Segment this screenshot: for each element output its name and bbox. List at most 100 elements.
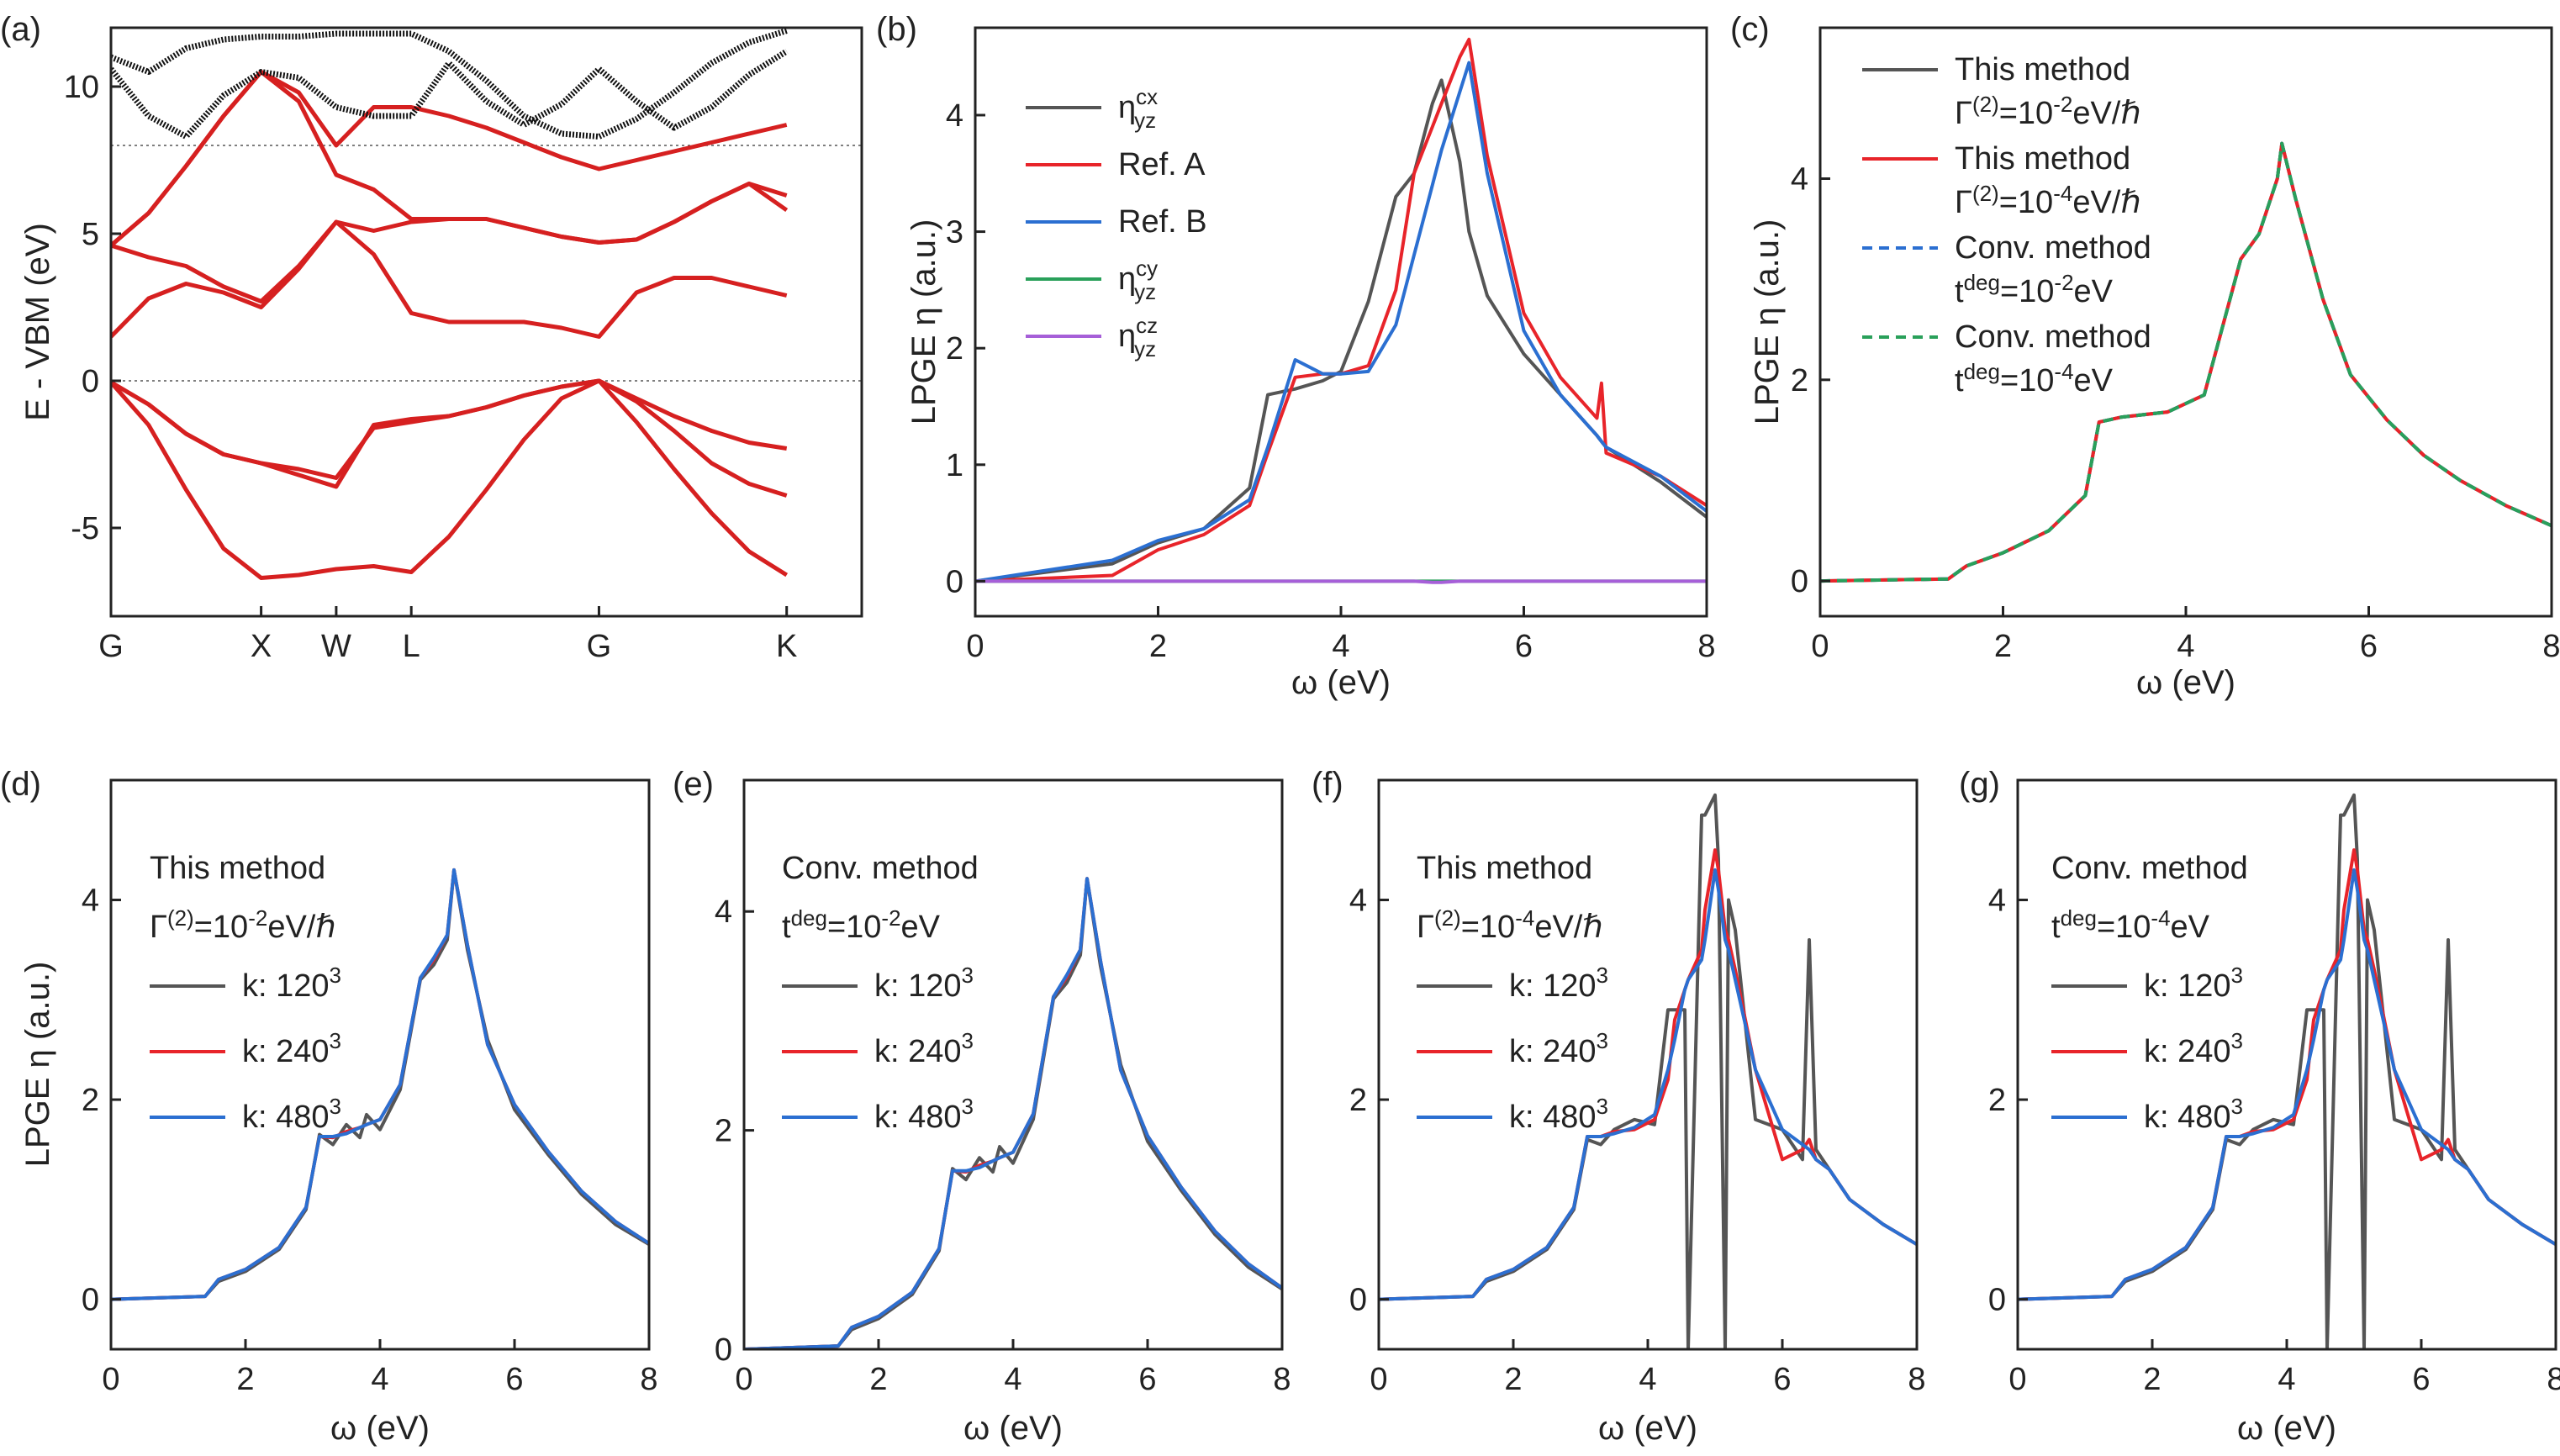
y-tick-label: 2 bbox=[1791, 363, 1808, 398]
legend-entry-parameter: Γ(2)=10-2eV/ℏ bbox=[1955, 92, 2140, 131]
panel-g: (g) 0 2 4 0 2 4 6 8 ω (eV) Conv. method tdeg=10-4eV… bbox=[1959, 766, 2560, 1447]
legend-entry: ηcx yz bbox=[1118, 84, 1158, 133]
x-tick-label: 8 bbox=[640, 1362, 657, 1397]
x-tick-label: 4 bbox=[371, 1362, 388, 1397]
series-group bbox=[2018, 793, 2556, 1349]
x-tick-label: 2 bbox=[236, 1362, 254, 1397]
series-line bbox=[111, 70, 789, 247]
x-tick-label: 8 bbox=[2542, 629, 2560, 664]
x-tick-label: 6 bbox=[1515, 629, 1533, 664]
y-tick-label: 0 bbox=[715, 1332, 732, 1368]
x-tick-label: 4 bbox=[1332, 629, 1349, 664]
panel-f: (f) 0 2 4 0 2 4 6 8 ω (eV) This method Γ(2)=10-4eV/… bbox=[1312, 766, 1926, 1447]
y-tick-label: 5 bbox=[82, 217, 99, 252]
series-line bbox=[111, 868, 649, 1301]
y-tick-label: 4 bbox=[1349, 884, 1367, 919]
legend-entry: Conv. method bbox=[1955, 230, 2151, 266]
legend-entry: k: 1203 bbox=[1509, 963, 1608, 1004]
legend-entry: k: 2403 bbox=[1509, 1028, 1608, 1069]
y-tick-label: 0 bbox=[1791, 564, 1808, 599]
k-point-label: G bbox=[587, 629, 612, 664]
series-line bbox=[1379, 868, 1917, 1301]
y-tick-label: 0 bbox=[82, 1283, 99, 1318]
legend-entry: This method bbox=[1955, 52, 2130, 87]
x-tick-label: 6 bbox=[1138, 1362, 1156, 1397]
y-tick-label: 10 bbox=[64, 70, 99, 105]
series-line bbox=[1820, 141, 2552, 583]
series-line bbox=[111, 219, 788, 339]
legend-header-parameter: tdeg=10-4eV bbox=[2051, 905, 2210, 945]
x-axis-title: ω (eV) bbox=[2237, 1410, 2336, 1447]
panel-label: (d) bbox=[0, 766, 41, 803]
panel-a: (a) -5 0 5 10 G X W L G K E - VBM (eV) bbox=[0, 11, 863, 664]
axes-frame bbox=[109, 26, 863, 618]
x-tick-label: 4 bbox=[1004, 1362, 1021, 1397]
series-line bbox=[111, 70, 788, 247]
x-tick-label: 6 bbox=[2360, 629, 2378, 664]
x-tick-label: 0 bbox=[2008, 1362, 2026, 1397]
x-tick-label: 0 bbox=[735, 1362, 752, 1397]
y-tick-label: 4 bbox=[82, 884, 99, 919]
series-line bbox=[111, 868, 649, 1301]
y-tick-label: 4 bbox=[1988, 884, 2006, 919]
legend-header-parameter: tdeg=10-2eV bbox=[782, 905, 941, 945]
legend-header-method: This method bbox=[150, 851, 325, 886]
axes-frame bbox=[974, 26, 1708, 618]
y-tick-label: 0 bbox=[946, 564, 963, 599]
series-line bbox=[975, 78, 1707, 583]
y-tick-label: 4 bbox=[1791, 161, 1808, 197]
y-axis-title: LPGE η (a.u.) bbox=[1749, 219, 1786, 425]
series-line bbox=[111, 182, 788, 303]
y-axis-title: E - VBM (eV) bbox=[19, 223, 56, 421]
x-tick-label: 2 bbox=[1149, 629, 1167, 664]
series-line bbox=[111, 378, 788, 480]
series-line bbox=[1820, 141, 2552, 583]
y-tick-label: 2 bbox=[82, 1083, 99, 1118]
series-line bbox=[744, 877, 1282, 1349]
panel-label: (c) bbox=[1730, 11, 1770, 48]
x-axis-title: ω (eV) bbox=[2136, 664, 2235, 701]
legend-entry: ηcy yz bbox=[1118, 256, 1158, 304]
k-point-label: X bbox=[251, 629, 272, 664]
x-tick-label: 2 bbox=[869, 1362, 887, 1397]
y-tick-label: 2 bbox=[1988, 1083, 2006, 1118]
legend-entry: k: 4803 bbox=[874, 1094, 974, 1135]
x-tick-label: 6 bbox=[1773, 1362, 1791, 1397]
legend-entry: Ref. A bbox=[1118, 147, 1206, 182]
series-line bbox=[975, 37, 1707, 583]
x-tick-label: 0 bbox=[1370, 1362, 1387, 1397]
series-line bbox=[111, 378, 789, 580]
legend-entry: k: 4803 bbox=[1509, 1094, 1608, 1135]
legend-entry: k: 1203 bbox=[242, 963, 341, 1004]
legend-entry: Conv. method bbox=[1955, 319, 2151, 355]
series-line bbox=[1820, 141, 2552, 583]
series-group bbox=[1379, 793, 1917, 1349]
y-tick-label: 0 bbox=[1349, 1283, 1367, 1318]
y-tick-label: 0 bbox=[82, 364, 99, 399]
y-axis-title: LPGE η (a.u.) bbox=[905, 219, 942, 425]
panel-label: (a) bbox=[0, 11, 41, 48]
y-tick-label: 2 bbox=[946, 331, 963, 367]
y-tick-label: 4 bbox=[946, 98, 963, 134]
x-tick-label: 2 bbox=[1504, 1362, 1522, 1397]
legend-entry: k: 2403 bbox=[874, 1028, 974, 1069]
axes-frame bbox=[1818, 26, 2553, 618]
series-line bbox=[111, 49, 789, 140]
x-tick-label: 0 bbox=[1811, 629, 1829, 664]
legend-entry: k: 1203 bbox=[2144, 963, 2243, 1004]
y-tick-label: 0 bbox=[1988, 1283, 2006, 1318]
legend-entry: Ref. B bbox=[1118, 204, 1207, 240]
series-line bbox=[111, 378, 788, 498]
series-group bbox=[111, 868, 649, 1301]
series-line bbox=[1820, 141, 2552, 583]
legend-header-parameter: Γ(2)=10-2eV/ℏ bbox=[150, 905, 335, 945]
x-tick-label: 0 bbox=[966, 629, 984, 664]
y-tick-label: 4 bbox=[715, 894, 732, 930]
x-tick-label: 6 bbox=[2412, 1362, 2430, 1397]
x-axis-title: ω (eV) bbox=[963, 1410, 1063, 1447]
panel-label: (e) bbox=[673, 766, 714, 803]
panel-label: (f) bbox=[1312, 766, 1343, 803]
x-axis-title: ω (eV) bbox=[330, 1410, 430, 1447]
legend-entry: ηcz yz bbox=[1118, 313, 1158, 361]
